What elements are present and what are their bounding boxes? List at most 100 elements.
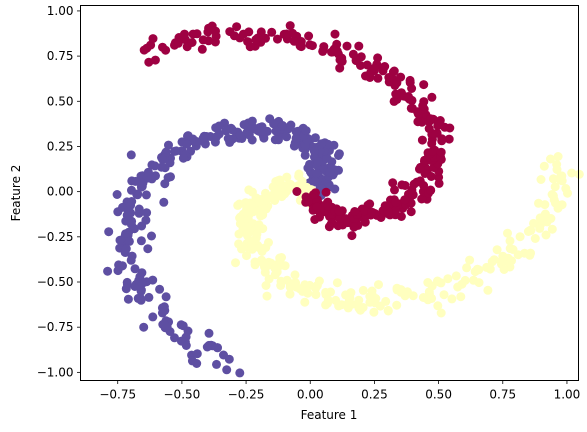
data-point bbox=[161, 292, 171, 302]
data-point bbox=[302, 182, 312, 192]
data-point bbox=[529, 218, 538, 228]
data-point bbox=[143, 244, 153, 254]
data-point bbox=[234, 229, 244, 239]
data-point bbox=[329, 44, 339, 54]
data-point bbox=[212, 132, 222, 141]
data-point bbox=[330, 184, 340, 194]
data-point bbox=[162, 322, 172, 332]
data-point bbox=[485, 264, 495, 274]
data-point bbox=[381, 296, 391, 306]
data-point bbox=[234, 239, 244, 249]
data-point bbox=[567, 168, 577, 178]
data-point bbox=[330, 29, 340, 39]
data-point bbox=[275, 253, 285, 263]
data-point bbox=[335, 214, 345, 224]
data-point bbox=[103, 266, 113, 276]
data-point bbox=[427, 92, 437, 102]
data-point bbox=[292, 187, 302, 196]
data-point bbox=[247, 116, 257, 126]
data-point bbox=[270, 135, 280, 145]
data-point bbox=[269, 119, 279, 129]
data-point bbox=[547, 190, 557, 199]
data-point bbox=[332, 278, 342, 288]
data-point bbox=[333, 221, 343, 231]
data-point bbox=[373, 73, 383, 83]
data-point bbox=[148, 312, 158, 322]
data-point bbox=[147, 231, 156, 241]
data-point bbox=[155, 284, 165, 294]
data-point bbox=[426, 114, 436, 124]
data-point bbox=[250, 260, 260, 270]
y-tick-label: 0.75 bbox=[47, 49, 74, 63]
x-tick-label: −0.75 bbox=[99, 388, 136, 402]
data-point bbox=[312, 168, 322, 178]
data-point bbox=[483, 285, 493, 295]
y-tick-label: −0.75 bbox=[37, 320, 74, 334]
data-point bbox=[251, 35, 261, 45]
data-point bbox=[192, 359, 202, 368]
data-point bbox=[113, 266, 123, 276]
data-point bbox=[354, 295, 364, 305]
data-point bbox=[358, 285, 368, 295]
data-point bbox=[204, 328, 214, 338]
data-point bbox=[321, 187, 331, 197]
data-point bbox=[447, 294, 457, 304]
data-point bbox=[157, 308, 167, 318]
data-point bbox=[547, 224, 557, 234]
series-0 bbox=[103, 114, 344, 378]
data-point bbox=[142, 208, 152, 218]
data-point bbox=[285, 289, 295, 299]
data-point bbox=[148, 275, 158, 285]
data-point bbox=[242, 251, 251, 261]
data-point bbox=[136, 236, 146, 246]
y-tick-label: −0.50 bbox=[37, 275, 74, 289]
data-point bbox=[301, 286, 311, 296]
data-point bbox=[282, 172, 292, 182]
data-point bbox=[406, 207, 416, 217]
data-point bbox=[123, 294, 133, 304]
data-point bbox=[130, 264, 140, 274]
data-point bbox=[262, 291, 272, 301]
data-point bbox=[334, 206, 344, 216]
data-point bbox=[198, 35, 208, 45]
data-point bbox=[346, 288, 356, 298]
data-point bbox=[294, 171, 304, 181]
data-point bbox=[561, 184, 571, 193]
points-layer bbox=[103, 21, 584, 378]
data-point bbox=[282, 29, 292, 39]
data-point bbox=[171, 146, 181, 156]
data-point bbox=[453, 282, 463, 292]
data-point bbox=[160, 179, 170, 189]
data-point bbox=[139, 322, 149, 332]
data-point bbox=[417, 194, 427, 204]
data-point bbox=[267, 27, 277, 37]
data-point bbox=[469, 275, 478, 285]
y-tick-label: −0.25 bbox=[37, 230, 74, 244]
data-point bbox=[334, 149, 344, 159]
data-point bbox=[460, 275, 470, 285]
data-point bbox=[505, 236, 515, 246]
data-point bbox=[360, 206, 369, 216]
data-point bbox=[392, 78, 402, 88]
data-point bbox=[323, 139, 333, 149]
data-point bbox=[180, 29, 189, 39]
data-point bbox=[262, 194, 272, 204]
data-point bbox=[181, 341, 191, 350]
data-point bbox=[417, 135, 427, 145]
data-point bbox=[439, 290, 449, 300]
data-point bbox=[261, 281, 271, 290]
data-point bbox=[402, 287, 412, 297]
data-point bbox=[553, 152, 563, 161]
data-point bbox=[310, 176, 320, 186]
data-point bbox=[247, 240, 256, 250]
data-point bbox=[347, 299, 357, 309]
data-point bbox=[462, 263, 472, 273]
data-point bbox=[269, 193, 279, 203]
data-point bbox=[136, 286, 146, 296]
data-point bbox=[210, 37, 220, 47]
data-point bbox=[235, 213, 245, 223]
data-point bbox=[312, 202, 322, 212]
data-point bbox=[304, 31, 314, 41]
data-point bbox=[419, 181, 429, 190]
data-point bbox=[243, 37, 253, 47]
